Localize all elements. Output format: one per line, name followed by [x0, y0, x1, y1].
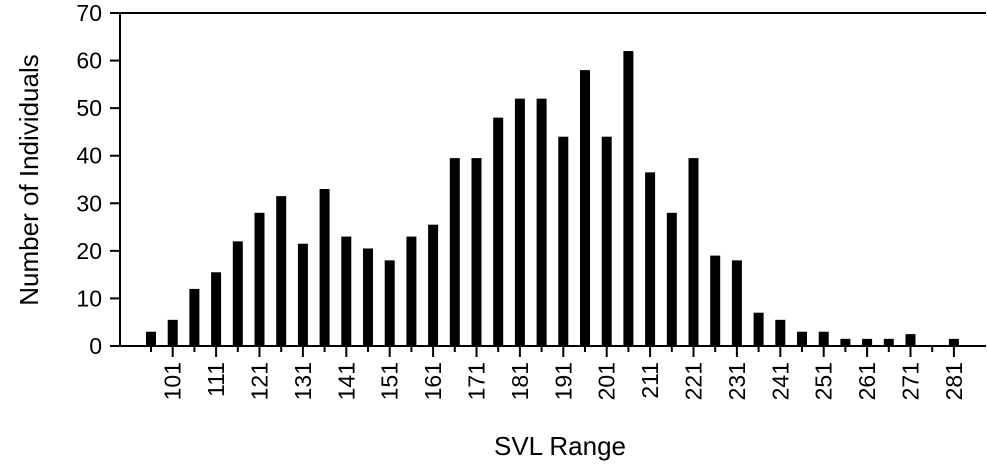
bar-216: [666, 212, 677, 346]
x-tick-label: 281: [941, 362, 967, 400]
x-tick-label: 131: [290, 362, 316, 400]
bar-121: [254, 212, 265, 346]
y-tick-label: 50: [76, 95, 102, 121]
bar-221: [688, 158, 699, 346]
bar-281: [948, 338, 959, 346]
bar-251: [818, 331, 829, 346]
x-tick-label: 101: [160, 362, 186, 400]
bar-151: [384, 260, 395, 346]
bar-141: [341, 236, 352, 346]
y-axis-ticks: 0 10 20 30 40 50 60 70: [76, 0, 120, 359]
bar-241: [775, 319, 786, 346]
bar-126: [276, 196, 287, 346]
y-tick-label: 20: [76, 238, 102, 264]
x-tick-label: 181: [507, 362, 533, 400]
bar-211: [645, 172, 656, 346]
bar-196: [580, 70, 590, 346]
x-tick-label: 191: [550, 362, 576, 400]
bar-171: [471, 158, 482, 346]
y-tick-label: 40: [76, 143, 102, 169]
bar-111: [211, 272, 222, 346]
bar-156: [406, 236, 417, 346]
bar-246: [797, 331, 807, 346]
x-axis-ticks: 101 111 121 131 141 151 161 171 181 191 201 211 221 2…: [150, 346, 967, 400]
bar-161: [428, 224, 439, 346]
x-tick-label: 221: [681, 362, 707, 400]
x-axis-title: SVL Range: [494, 431, 626, 461]
x-tick-label: 251: [811, 362, 837, 400]
y-tick-label: 0: [89, 333, 102, 359]
bar-96: [146, 331, 156, 346]
x-tick-label: 161: [420, 362, 446, 400]
y-tick-label: 70: [76, 0, 102, 26]
bar-231: [731, 260, 742, 346]
bar-146: [363, 248, 373, 346]
x-tick-label: 121: [247, 362, 273, 400]
x-tick-label: 111: [203, 362, 229, 397]
bar-166: [449, 158, 460, 346]
y-tick-label: 30: [76, 190, 102, 216]
x-tick-label: 201: [594, 362, 620, 400]
bar-116: [232, 241, 243, 346]
x-tick-label: 211: [637, 362, 663, 399]
bar-271: [905, 334, 916, 346]
bars-group: [146, 51, 959, 347]
plot-frame: [119, 12, 986, 347]
bar-256: [840, 338, 851, 346]
bar-181: [514, 98, 525, 346]
bar-101: [167, 319, 178, 346]
x-tick-label: 241: [767, 362, 793, 400]
bar-176: [493, 117, 504, 347]
bar-226: [710, 255, 721, 346]
x-tick-label: 271: [898, 362, 924, 400]
x-tick-label: 171: [464, 362, 490, 400]
bar-236: [753, 312, 764, 346]
y-tick-label: 10: [76, 285, 102, 311]
bar-206: [623, 51, 634, 347]
bar-266: [883, 338, 894, 346]
bar-136: [319, 189, 330, 346]
bar-186: [536, 98, 547, 346]
bar-201: [601, 136, 612, 346]
x-tick-label: 261: [854, 362, 880, 400]
x-tick-label: 231: [724, 362, 750, 400]
bar-261: [862, 338, 873, 346]
y-tick-label: 60: [76, 48, 102, 74]
bar-131: [297, 243, 308, 346]
y-axis-title: Number of Individuals: [14, 54, 44, 305]
bar-191: [558, 136, 569, 346]
bar-106: [189, 288, 200, 346]
x-tick-label: 151: [377, 362, 403, 400]
x-tick-label: 141: [333, 362, 359, 400]
